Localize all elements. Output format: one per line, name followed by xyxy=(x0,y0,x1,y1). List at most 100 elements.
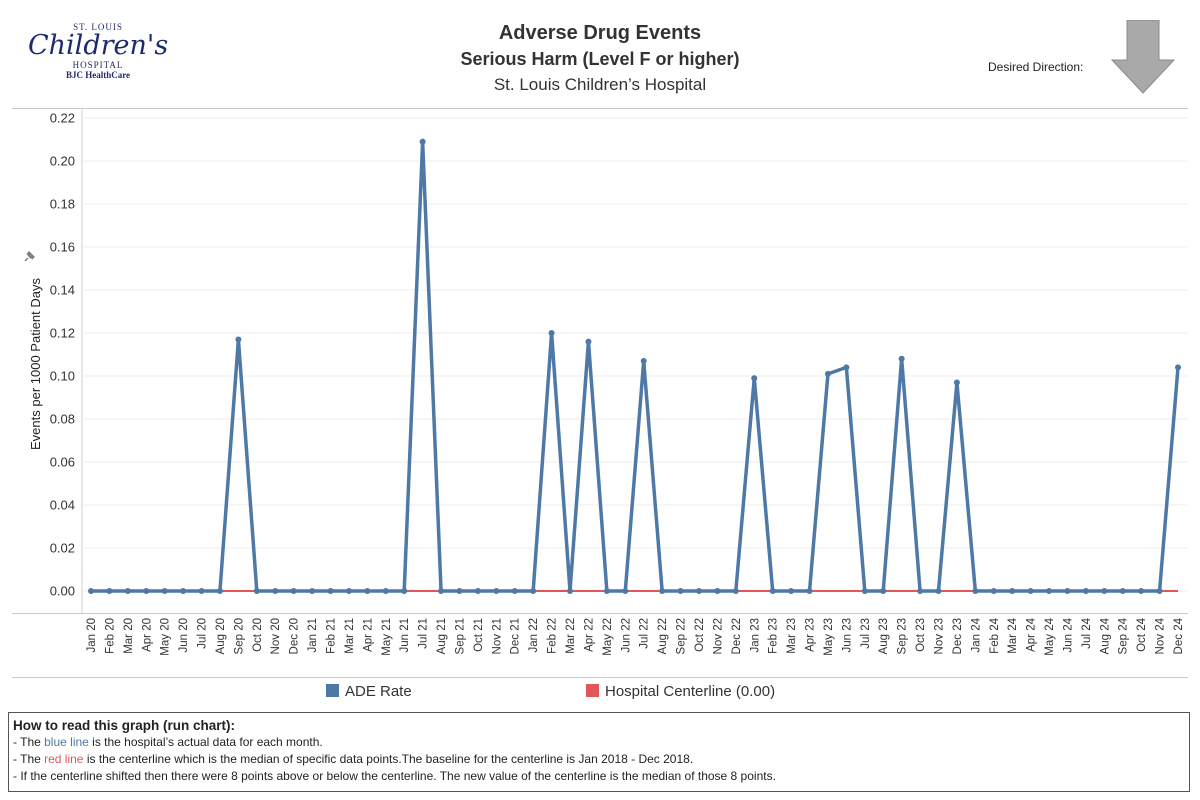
info-heading: How to read this graph (run chart): xyxy=(13,718,236,733)
logo-sub-text: HOSPITAL xyxy=(72,60,124,70)
logo-top-text: ST. LOUIS xyxy=(73,22,123,32)
data-point xyxy=(180,588,187,594)
x-tick-label: Nov 23 xyxy=(933,618,945,654)
x-tick-label: Jun 20 xyxy=(178,618,190,653)
data-point xyxy=(1009,588,1016,594)
data-point xyxy=(917,588,924,594)
y-tick-label: 0.10 xyxy=(50,369,75,384)
info-line-3: - If the centerline shifted then there w… xyxy=(13,769,776,783)
x-tick-label: Aug 21 xyxy=(436,618,448,654)
data-point xyxy=(898,355,905,362)
data-point xyxy=(788,588,795,594)
data-point xyxy=(493,588,500,594)
x-tick-label: Dec 21 xyxy=(510,618,522,654)
hospital-name: St. Louis Children’s Hospital xyxy=(493,75,707,94)
data-point xyxy=(953,379,960,386)
data-point xyxy=(824,370,831,377)
data-point xyxy=(143,588,150,594)
x-tick-label: Jul 22 xyxy=(639,618,651,649)
data-point xyxy=(861,588,868,594)
x-tick-label: Mar 23 xyxy=(786,618,798,654)
data-point xyxy=(456,588,463,594)
data-point xyxy=(1027,588,1034,594)
x-tick-label: Apr 20 xyxy=(141,618,153,652)
legend-item-ade-rate[interactable]: ADE Rate xyxy=(326,683,412,700)
data-point xyxy=(161,588,168,594)
x-tick-label: Mar 24 xyxy=(1007,617,1019,653)
x-tick-label: Aug 23 xyxy=(878,618,890,654)
data-point xyxy=(106,588,113,594)
info-line-2-pre: - The xyxy=(13,752,45,766)
data-point xyxy=(1119,588,1126,594)
legend-swatch-red xyxy=(586,684,599,697)
y-tick-label: 0.00 xyxy=(50,584,75,599)
x-tick-label: Dec 20 xyxy=(289,618,301,654)
y-tick-label: 0.02 xyxy=(50,541,75,556)
x-tick-label: Nov 21 xyxy=(491,618,503,654)
info-line-1-pre: - The xyxy=(13,735,45,749)
x-tick-label: May 21 xyxy=(381,618,393,656)
x-tick-label: Mar 21 xyxy=(344,618,356,654)
data-point xyxy=(438,588,445,594)
x-tick-label: Jul 23 xyxy=(860,618,872,649)
x-tick-label: Apr 22 xyxy=(583,618,595,652)
x-tick-label: Nov 24 xyxy=(1155,617,1167,654)
legend-item-centerline[interactable]: Hospital Centerline (0.00) xyxy=(586,683,775,700)
data-point xyxy=(751,375,758,382)
chart-top-border xyxy=(12,108,1188,109)
x-tick-label: Feb 21 xyxy=(326,618,338,654)
legend-divider xyxy=(12,677,1188,678)
data-point xyxy=(272,588,279,594)
x-tick-label: Nov 22 xyxy=(712,618,724,654)
legend-label-centerline: Hospital Centerline (0.00) xyxy=(605,683,776,700)
x-tick-label: Jan 20 xyxy=(86,618,98,653)
x-tick-label: Jul 21 xyxy=(418,618,430,649)
data-point xyxy=(198,588,205,594)
x-tick-label: Aug 20 xyxy=(215,618,227,654)
x-tick-label: Jan 23 xyxy=(749,618,761,653)
data-point xyxy=(216,588,223,594)
data-point xyxy=(1101,588,1108,594)
info-line-1-post: is the hospital’s actual data for each m… xyxy=(88,735,323,749)
x-tick-label: Apr 21 xyxy=(362,618,374,652)
data-point xyxy=(1138,588,1145,594)
desired-direction-label: Desired Direction: xyxy=(988,60,1084,74)
logo-main-end: 's xyxy=(146,30,169,61)
data-point xyxy=(253,588,260,594)
y-tick-label: 0.14 xyxy=(50,283,75,298)
info-red-line-text: red line xyxy=(44,752,84,766)
x-tick-label: Feb 23 xyxy=(768,618,780,654)
y-tick-label: 0.22 xyxy=(50,111,75,126)
x-tick-label: Jan 21 xyxy=(307,618,319,653)
x-tick-label: Oct 22 xyxy=(694,618,706,652)
x-tick-label: Jan 24 xyxy=(970,617,982,652)
x-tick-label: Aug 22 xyxy=(657,618,669,654)
x-tick-label: Apr 23 xyxy=(805,618,817,652)
data-point xyxy=(309,588,316,594)
chart-titles: Adverse Drug Events Serious Harm (Level … xyxy=(300,20,900,98)
y-tick-label: 0.16 xyxy=(50,240,75,255)
data-point xyxy=(364,588,371,594)
legend-label-ade-rate: ADE Rate xyxy=(345,683,412,700)
y-tick-label: 0.04 xyxy=(50,498,75,513)
x-tick-label: Sep 20 xyxy=(233,618,245,654)
data-point xyxy=(714,588,721,594)
data-point xyxy=(880,588,887,594)
x-tick-label: Dec 23 xyxy=(952,618,964,654)
data-point xyxy=(327,588,334,594)
data-point xyxy=(585,338,592,345)
x-tick-label: Jun 22 xyxy=(620,618,632,653)
data-point xyxy=(1082,588,1089,594)
data-point xyxy=(677,588,684,594)
x-tick-label: Oct 20 xyxy=(252,618,264,652)
series-line-ade-rate xyxy=(91,139,1180,593)
pin-icon[interactable] xyxy=(22,250,36,264)
info-blue-line-text: blue line xyxy=(44,735,89,749)
x-tick-label: Feb 20 xyxy=(104,618,116,654)
line-chart: 0.00 0.02 0.04 0.06 0.08 0.10 0.12 0.14 0.16 0.18… xyxy=(50,108,1188,656)
x-tick-label: Oct 21 xyxy=(473,618,485,652)
data-point xyxy=(124,588,131,594)
data-point xyxy=(511,588,518,594)
x-tick-label: May 20 xyxy=(160,618,172,656)
x-tick-label: May 24 xyxy=(1044,617,1056,655)
